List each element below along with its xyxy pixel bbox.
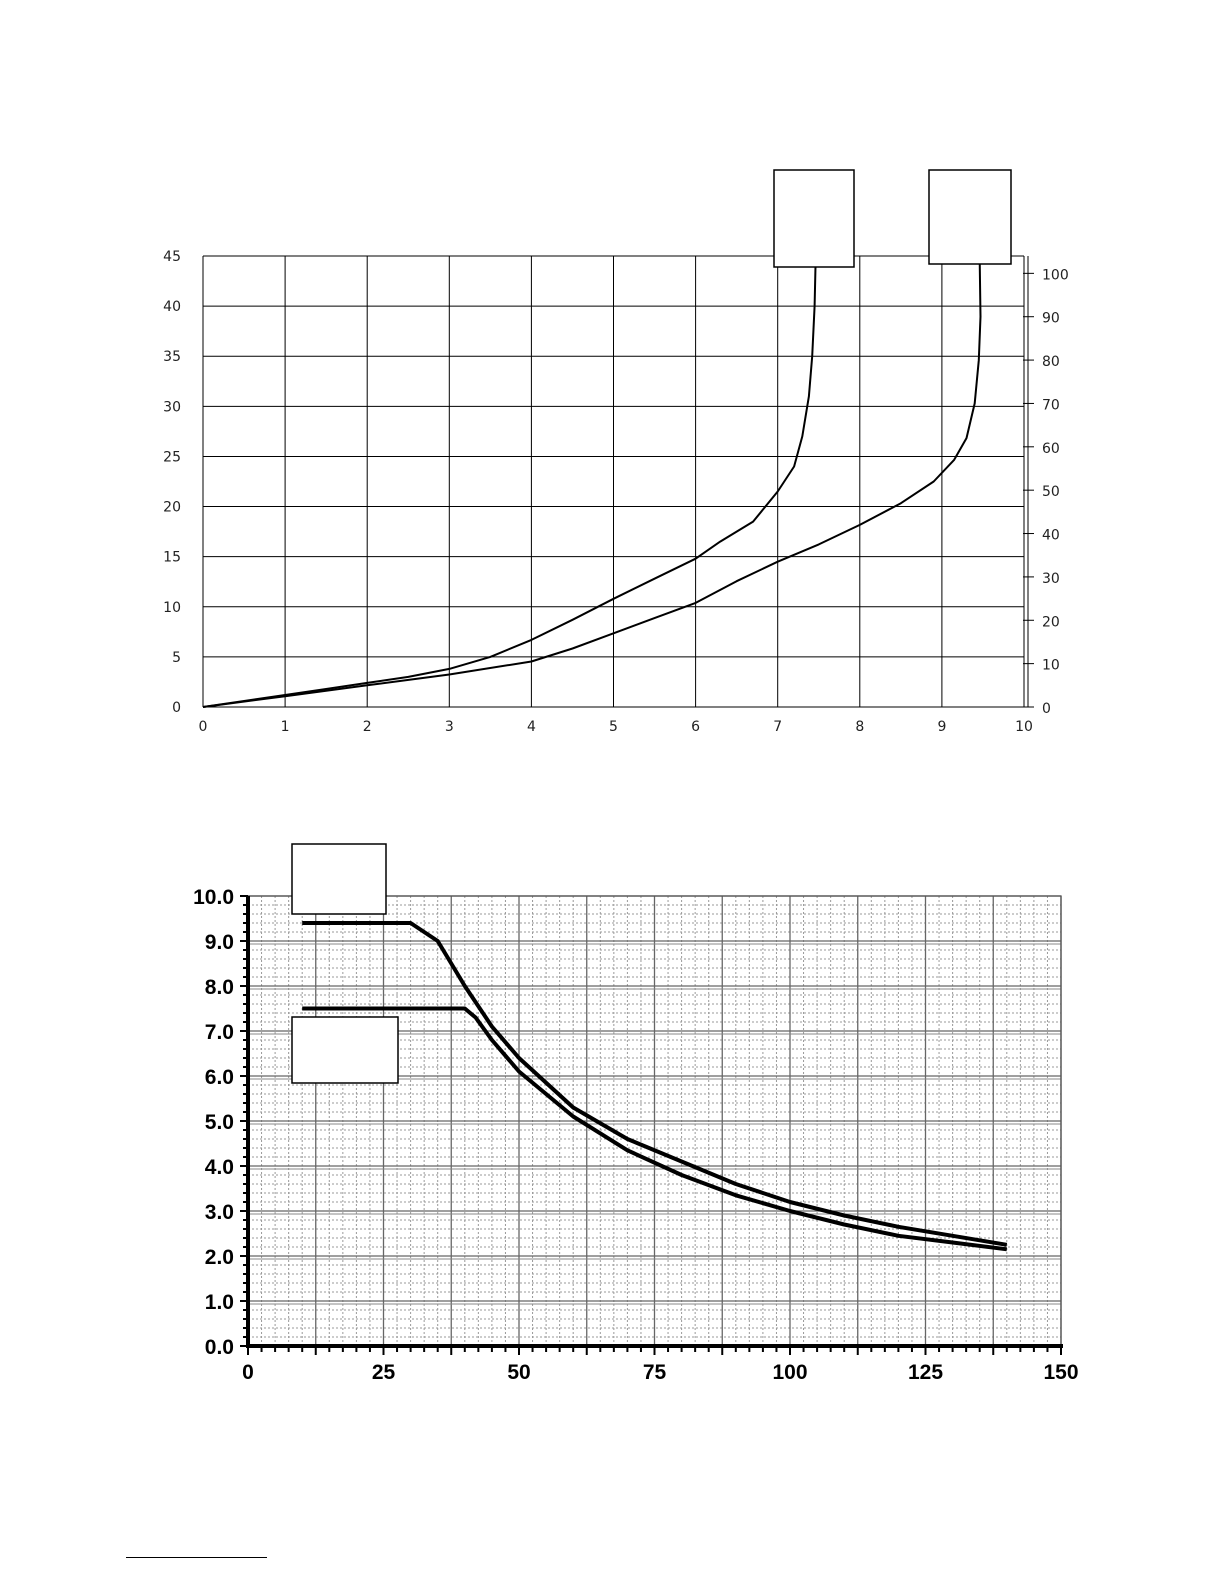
chart-top-legend-box-2 bbox=[928, 169, 1012, 265]
chart-top-y2tick-100: 100 bbox=[1042, 267, 1069, 283]
chart-bottom-ytick-10.0: 10.0 bbox=[193, 886, 234, 909]
chart-bottom-gridlines bbox=[240, 895, 1063, 1355]
chart-top-y2tick-90: 90 bbox=[1042, 311, 1060, 327]
chart-top-xtick-7: 7 bbox=[773, 719, 782, 735]
chart-top-xtick-5: 5 bbox=[609, 719, 618, 735]
chart-top-series-2-line bbox=[202, 260, 982, 708]
chart-bottom-xtick-100: 100 bbox=[772, 1361, 807, 1384]
chart-top-xtick-8: 8 bbox=[855, 719, 864, 735]
chart-top-xtick-10: 10 bbox=[1015, 719, 1033, 735]
footnote-separator-line bbox=[126, 1557, 267, 1558]
chart-top-y2tick-0: 0 bbox=[1042, 701, 1051, 717]
chart-top-ytick-5: 5 bbox=[172, 650, 181, 666]
chart-top-xtick-2: 2 bbox=[363, 719, 372, 735]
chart-top-tick-labels: 0 1 2 3 4 5 6 7 8 9 100510152025303540450102030405… bbox=[163, 249, 1069, 735]
chart-bottom-tick-labels: 0 25 50 75 100 125 150 0.0 1.0 2.0 3.0 4.0 5.0 6.0 7.0… bbox=[193, 886, 1078, 1384]
chart-top-y2tick-10: 10 bbox=[1042, 658, 1060, 674]
chart-top-xtick-6: 6 bbox=[691, 719, 700, 735]
chart-top-ytick-45: 45 bbox=[163, 249, 181, 265]
chart-bottom-series-1-line bbox=[302, 921, 1008, 1247]
chart-top-ytick-10: 10 bbox=[163, 600, 181, 616]
chart-top-series-1-line bbox=[202, 265, 817, 708]
chart-bottom-legend-box-1 bbox=[291, 843, 387, 915]
chart-top-ytick-40: 40 bbox=[163, 299, 181, 315]
chart-top-xtick-4: 4 bbox=[527, 719, 536, 735]
chart-top-y2tick-20: 20 bbox=[1042, 614, 1060, 630]
chart-top-y2tick-40: 40 bbox=[1042, 528, 1060, 544]
chart-top-ytick-15: 15 bbox=[163, 550, 181, 566]
chart-top-gridlines bbox=[202, 255, 1034, 708]
chart-bottom-xtick-25: 25 bbox=[372, 1361, 396, 1384]
chart-top-ytick-25: 25 bbox=[163, 449, 181, 465]
chart-top-ytick-35: 35 bbox=[163, 349, 181, 365]
chart-top-y2tick-60: 60 bbox=[1042, 441, 1060, 457]
chart-top: 0 1 2 3 4 5 6 7 8 9 100510152025303540450102030405… bbox=[163, 169, 1069, 735]
chart-bottom-ytick-6.0: 6.0 bbox=[205, 1066, 234, 1089]
chart-top-xtick-3: 3 bbox=[445, 719, 454, 735]
chart-bottom-xtick-150: 150 bbox=[1043, 1361, 1078, 1384]
chart-bottom-xtick-125: 125 bbox=[908, 1361, 943, 1384]
chart-top-ytick-0: 0 bbox=[172, 700, 181, 716]
chart-top-xtick-9: 9 bbox=[937, 719, 946, 735]
chart-bottom-series-2-line bbox=[302, 1006, 1008, 1252]
chart-bottom-xtick-0: 0 bbox=[242, 1361, 254, 1384]
chart-bottom-ytick-5.0: 5.0 bbox=[205, 1111, 234, 1134]
chart-top-ytick-30: 30 bbox=[163, 399, 181, 415]
chart-top-xtick-0: 0 bbox=[199, 719, 208, 735]
chart-top-y2tick-80: 80 bbox=[1042, 354, 1060, 370]
chart-top-series-lines bbox=[202, 260, 982, 708]
chart-bottom: 0 25 50 75 100 125 150 0.0 1.0 2.0 3.0 4.0 5.0 6.0 7.0… bbox=[193, 843, 1079, 1384]
chart-bottom-ytick-8.0: 8.0 bbox=[205, 976, 234, 999]
chart-bottom-series-lines bbox=[302, 921, 1008, 1252]
chart-bottom-ytick-3.0: 3.0 bbox=[205, 1201, 234, 1224]
chart-top-legend-box-1 bbox=[773, 169, 855, 268]
chart-top-y2tick-70: 70 bbox=[1042, 397, 1060, 413]
chart-top-xtick-1: 1 bbox=[281, 719, 290, 735]
chart-bottom-ytick-4.0: 4.0 bbox=[205, 1156, 234, 1179]
chart-top-y2tick-30: 30 bbox=[1042, 571, 1060, 587]
chart-bottom-ytick-2.0: 2.0 bbox=[205, 1246, 234, 1269]
chart-bottom-xtick-50: 50 bbox=[507, 1361, 530, 1384]
chart-top-ytick-20: 20 bbox=[163, 500, 181, 516]
chart-bottom-ytick-7.0: 7.0 bbox=[205, 1021, 234, 1044]
chart-bottom-ytick-1.0: 1.0 bbox=[205, 1291, 234, 1314]
chart-bottom-xtick-75: 75 bbox=[643, 1361, 667, 1384]
chart-top-y2tick-50: 50 bbox=[1042, 484, 1060, 500]
chart-bottom-legend-box-2 bbox=[291, 1016, 399, 1084]
chart-bottom-ytick-9.0: 9.0 bbox=[205, 931, 234, 954]
chart-bottom-ytick-0.0: 0.0 bbox=[205, 1336, 234, 1359]
